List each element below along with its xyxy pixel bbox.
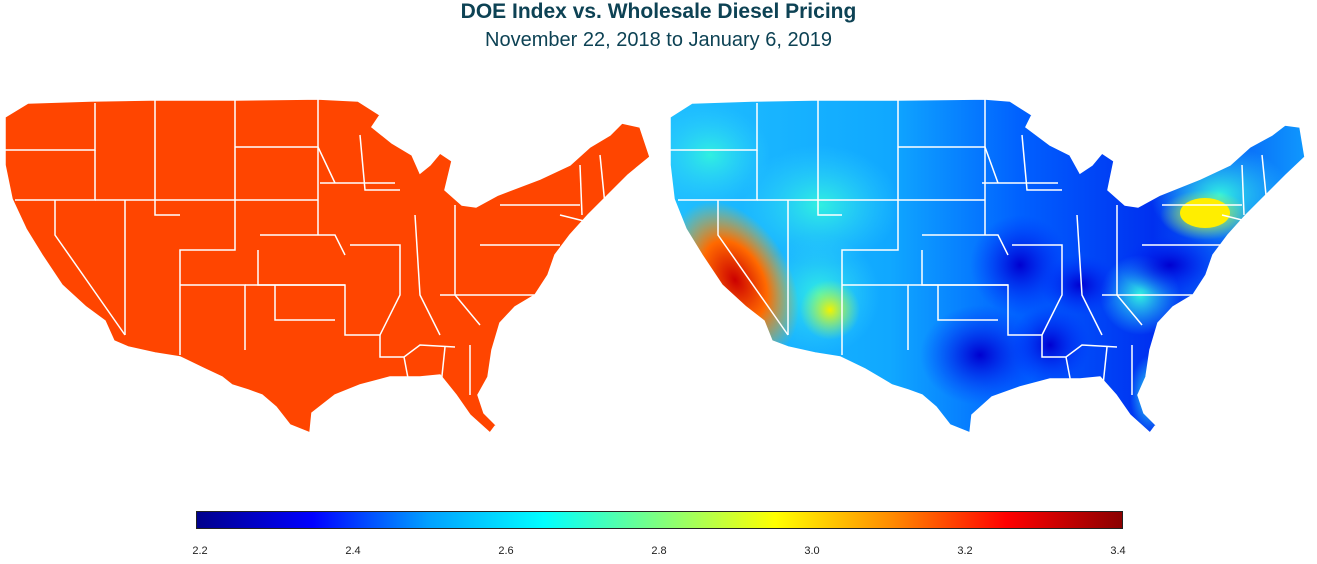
legend-tick: 3.0	[804, 545, 820, 557]
legend-tick: 3.2	[957, 545, 973, 557]
legend-tick: 3.4	[1110, 545, 1126, 557]
legend-tick: 2.8	[651, 545, 667, 557]
legend-tick: 2.6	[498, 545, 514, 557]
chart-subtitle: November 22, 2018 to January 6, 2019	[485, 29, 832, 51]
state-borders-left	[5, 99, 606, 416]
wholesale-pricing-map	[669, 98, 1306, 435]
color-scale-legend	[196, 511, 1123, 529]
us-outline-right	[669, 98, 1306, 435]
legend-tick: 2.2	[192, 545, 208, 557]
legend-tick: 2.4	[345, 545, 361, 557]
doe-index-map	[4, 98, 651, 435]
chart-title: DOE Index vs. Wholesale Diesel Pricing	[460, 0, 857, 23]
price-heat-layer	[670, 99, 1305, 433]
us-outline-left	[4, 98, 651, 435]
state-borders-right	[670, 99, 1268, 416]
